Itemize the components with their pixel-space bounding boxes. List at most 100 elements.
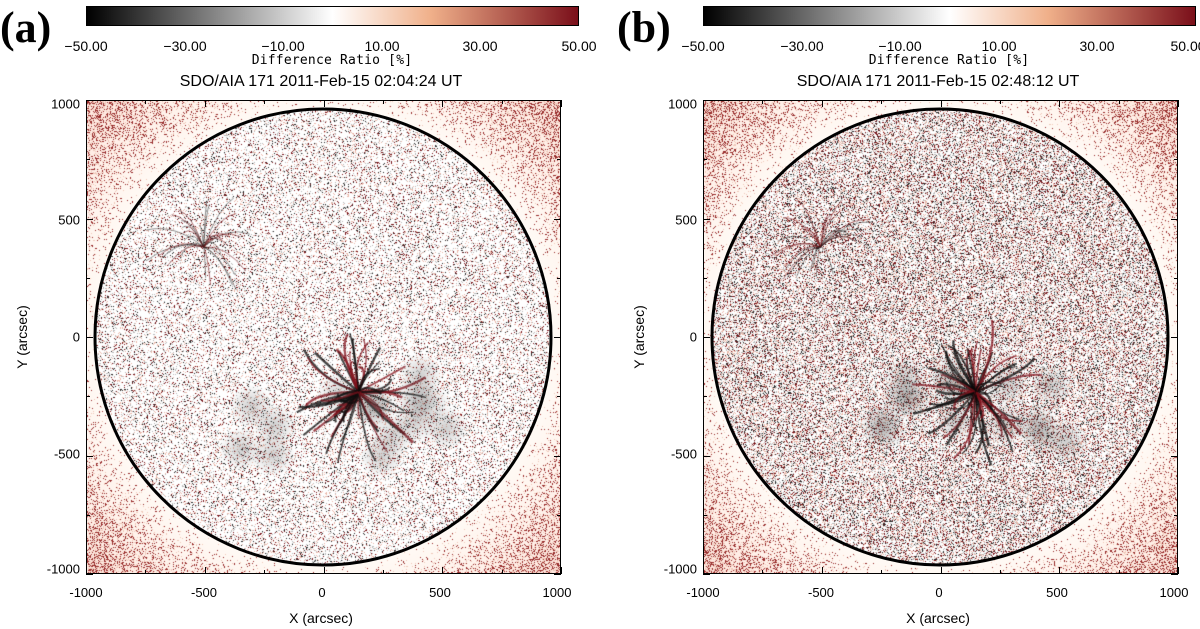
y-axis-label: Y (arcsec): [14, 305, 30, 369]
x-tick-mark: [1178, 100, 1179, 107]
limb-overlay: [710, 107, 1170, 567]
y-tick-mark: [703, 100, 710, 101]
x-axis-label: X (arcsec): [906, 610, 970, 626]
x-tick-mark: [999, 570, 1001, 574]
y-tick-mark: [554, 100, 561, 101]
y-tick-mark: [703, 277, 707, 279]
y-tick-label: 0: [689, 329, 697, 345]
y-tick-label: -1000: [663, 561, 697, 577]
x-tick-mark: [382, 100, 384, 104]
colorbar-tick-label: 50.00: [1170, 38, 1200, 54]
y-tick-mark: [703, 337, 710, 338]
y-tick-label: 500: [58, 212, 80, 228]
x-tick-label: 1000: [542, 585, 572, 600]
x-tick-mark: [940, 100, 942, 107]
x-tick-mark: [1059, 567, 1061, 574]
x-tick-label: -1000: [686, 585, 720, 600]
solar-difference-image: [703, 100, 1178, 574]
x-tick-label: -1000: [69, 585, 103, 600]
y-tick-mark: [86, 218, 93, 220]
colorbar-tick-label: −50.00: [681, 38, 725, 54]
y-tick-label: -500: [53, 446, 80, 462]
x-tick-label: 0: [935, 585, 943, 600]
x-tick-mark: [561, 567, 562, 574]
y-tick-mark: [554, 337, 561, 338]
x-tick-mark: [382, 570, 384, 574]
x-tick-mark: [881, 570, 883, 574]
x-tick-label: 500: [1046, 585, 1068, 600]
x-tick-mark: [821, 100, 823, 107]
panel-label: (a): [0, 3, 52, 52]
y-tick-mark: [1171, 574, 1178, 575]
y-tick-mark: [86, 574, 93, 575]
x-tick-mark: [442, 100, 444, 107]
x-tick-mark: [86, 100, 87, 107]
x-tick-mark: [204, 100, 206, 107]
colorbar-title: Difference Ratio [%]: [868, 53, 1030, 68]
map-title: SDO/AIA 171 2011-Feb-15 02:48:12 UT: [796, 73, 1080, 90]
x-tick-mark: [145, 100, 147, 104]
y-tick-mark: [703, 514, 707, 516]
y-tick-mark: [1174, 514, 1178, 516]
y-tick-mark: [557, 396, 561, 398]
y-tick-mark: [554, 574, 561, 575]
y-tick-mark: [1174, 396, 1178, 398]
y-tick-label: 1000: [51, 96, 80, 112]
x-tick-mark: [1118, 570, 1120, 574]
x-tick-mark: [264, 570, 266, 574]
y-tick-mark: [557, 277, 561, 279]
x-tick-label: 500: [429, 585, 451, 600]
x-tick-mark: [1178, 567, 1179, 574]
y-tick-mark: [554, 218, 561, 220]
x-tick-mark: [999, 100, 1001, 104]
x-tick-mark: [501, 100, 503, 104]
solar-difference-image: [86, 100, 561, 574]
y-tick-mark: [86, 100, 93, 101]
colorbar-tick-label: −10.00: [878, 38, 922, 54]
x-tick-mark: [1118, 100, 1120, 104]
colorbar-title: Difference Ratio [%]: [251, 53, 413, 68]
y-tick-mark: [557, 159, 561, 161]
y-tick-label: -1000: [46, 561, 80, 577]
x-tick-mark: [561, 100, 562, 107]
y-tick-mark: [703, 455, 710, 457]
x-tick-label: -500: [190, 585, 218, 600]
x-tick-mark: [940, 567, 942, 574]
panel-label: (b): [617, 3, 671, 52]
x-tick-mark: [264, 100, 266, 104]
y-axis-label: Y (arcsec): [631, 305, 647, 369]
y-tick-mark: [703, 396, 707, 398]
colorbar-tick-label: 10.00: [981, 38, 1017, 54]
x-tick-mark: [881, 100, 883, 104]
y-tick-mark: [1174, 277, 1178, 279]
difference-map: [704, 101, 1177, 573]
y-tick-mark: [1174, 159, 1178, 161]
x-tick-mark: [703, 567, 704, 574]
colorbar-tick-label: 50.00: [561, 38, 597, 54]
y-tick-mark: [1171, 455, 1178, 457]
y-tick-mark: [86, 396, 90, 398]
colorbar-tick-label: −30.00: [780, 38, 824, 54]
colorbar-tick-label: −10.00: [261, 38, 305, 54]
x-tick-mark: [204, 567, 206, 574]
colorbar: [703, 6, 1196, 26]
x-tick-mark: [323, 567, 325, 574]
limb-overlay: [93, 107, 553, 567]
y-tick-label: 500: [675, 212, 697, 228]
x-tick-mark: [501, 570, 503, 574]
x-tick-label: 0: [318, 585, 326, 600]
x-axis-label: X (arcsec): [289, 610, 353, 626]
panel-b: (b) −50.00 −30.00 −10.00 10.00 30.00 50.…: [617, 0, 1200, 629]
y-tick-label: -500: [670, 446, 697, 462]
x-tick-mark: [762, 570, 764, 574]
y-tick-mark: [86, 514, 90, 516]
y-tick-mark: [86, 159, 90, 161]
y-tick-mark: [557, 514, 561, 516]
colorbar-tick-label: −30.00: [163, 38, 207, 54]
y-tick-mark: [86, 337, 93, 338]
y-tick-mark: [554, 455, 561, 457]
x-tick-mark: [703, 100, 704, 107]
difference-map: [87, 101, 560, 573]
colorbar-tick-label: 30.00: [462, 38, 498, 54]
y-tick-mark: [86, 277, 90, 279]
